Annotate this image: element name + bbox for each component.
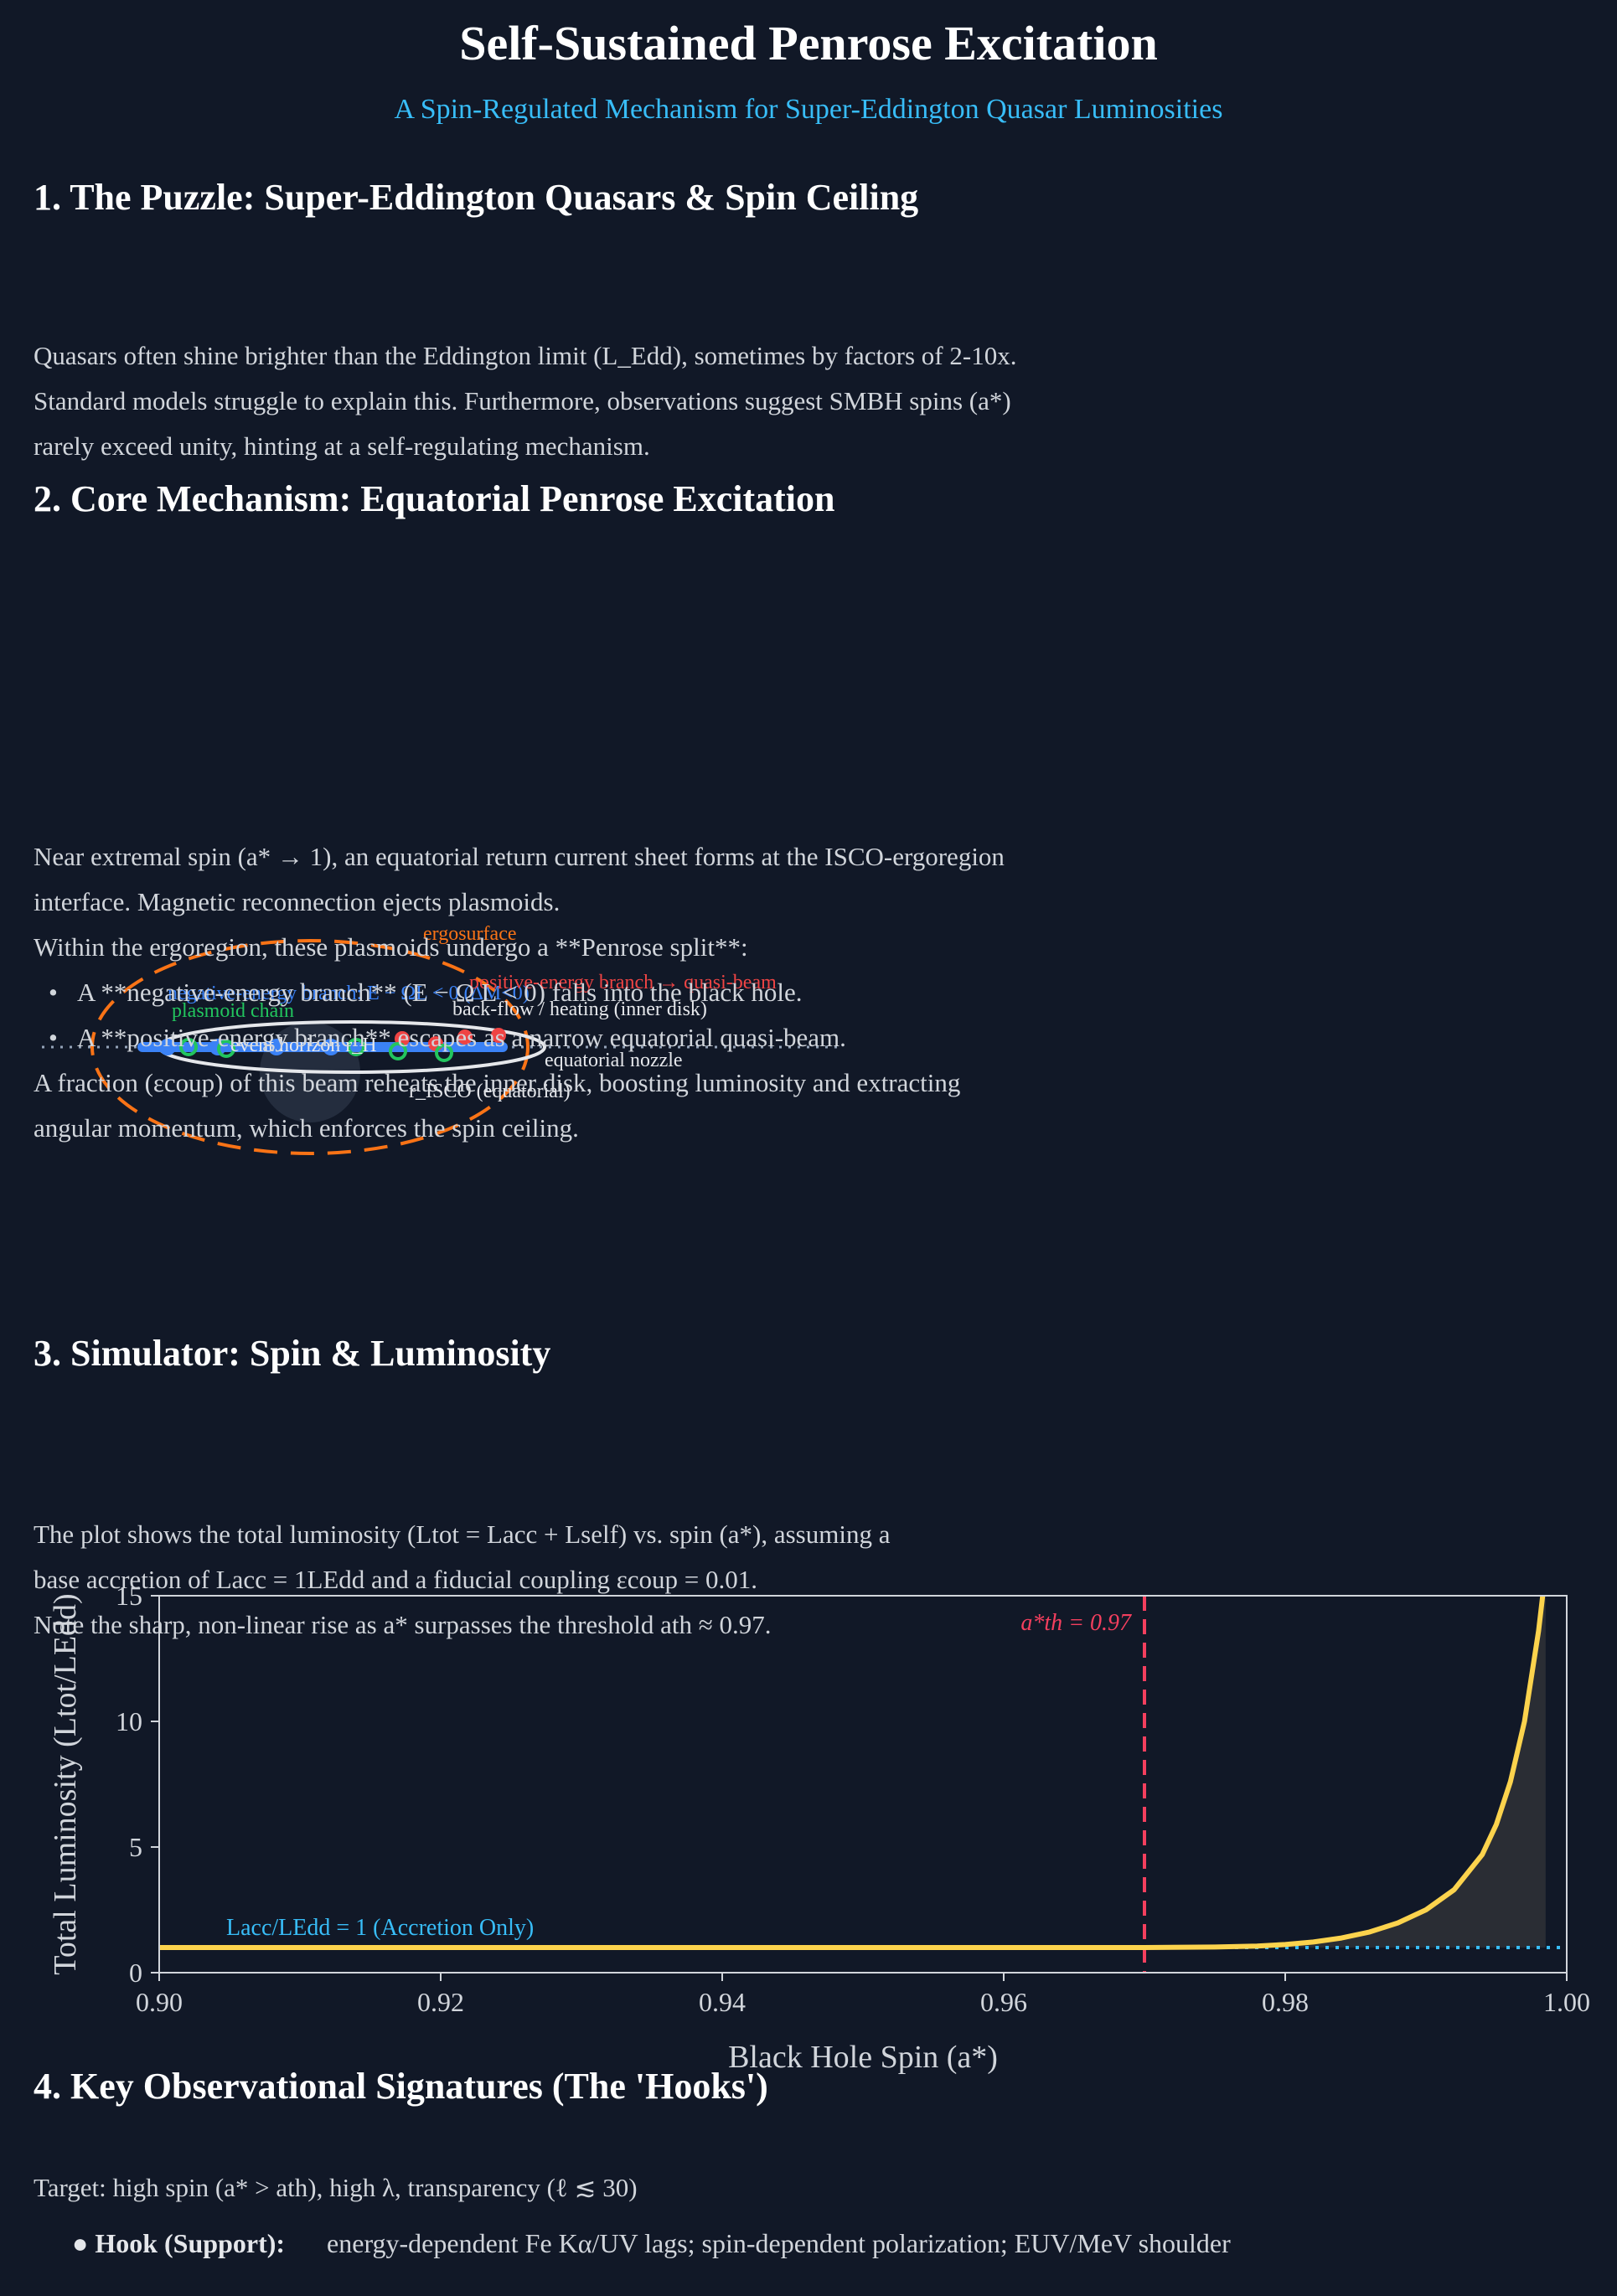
hook-support-text: energy-dependent Fe Kα/UV lags; spin-dep… (327, 2228, 1231, 2258)
section-4-target: Target: high spin (a* > ath), high λ, tr… (34, 2165, 1290, 2211)
section-1-text: Quasars often shine brighter than the Ed… (34, 333, 1290, 469)
section-1-line: rarely exceed unity, hinting at a self-r… (34, 431, 650, 461)
y-tick-label: 0 (129, 1958, 142, 1988)
page-subtitle: A Spin-Regulated Mechanism for Super-Edd… (394, 94, 1223, 125)
penrose-split-list: A **negative-energy branch** (E − Ω L < … (34, 970, 1290, 1060)
page-title: Self-Sustained Penrose Excitation (459, 16, 1158, 70)
plot-frame (158, 1595, 1568, 1974)
section-2-line: interface. Magnetic reconnection ejects … (34, 887, 561, 916)
ergosurface-label: ergosurface (423, 923, 517, 945)
y-tick-label: 15 (116, 1581, 142, 1611)
target-line: Target: high spin (a* > ath), high λ, tr… (34, 2173, 638, 2202)
list-item: A **negative-energy branch** (E − Ω L < … (77, 970, 1290, 1015)
y-axis-label: Total Luminosity (Ltot/LEdd) (48, 1593, 83, 1974)
section-4-heading: 4. Key Observational Signatures (The 'Ho… (34, 2066, 768, 2107)
section-2-line: A fraction (εcoup) of this beam reheats … (34, 1068, 961, 1097)
section-3-heading: 3. Simulator: Spin & Luminosity (34, 1333, 551, 1374)
y-tick-label: 10 (116, 1706, 142, 1736)
hook-support-label-text: Hook (Support): (95, 2228, 286, 2258)
section-3-line: The plot shows the total luminosity (Lto… (34, 1519, 891, 1549)
section-2-line: angular momentum, which enforces the spi… (34, 1113, 579, 1143)
y-tick-label: 5 (129, 1832, 142, 1862)
x-tick-label: 1.00 (1543, 1987, 1590, 2017)
section-3-text: The plot shows the total luminosity (Lto… (34, 1512, 1123, 1648)
luminosity-series-line (159, 1596, 1546, 1950)
section-1-line: Quasars often shine brighter than the Ed… (34, 341, 1017, 370)
section-2-line: Near extremal spin (a* → 1), an equatori… (34, 842, 1005, 871)
luminosity-chart: 0.90 0.92 0.94 0.96 0.98 1.00 0 5 10 15 Black Hol… (48, 1581, 1590, 2075)
section-2-line: Within the ergoregion, these plasmoids u… (34, 932, 748, 962)
hook-support-label: ● Hook (Support): (72, 2228, 286, 2258)
section-3-line: Note the sharp, non-linear rise as a* su… (34, 1610, 772, 1639)
x-tick-label: 0.92 (417, 1987, 464, 2017)
self-luminosity-fill (1144, 1596, 1546, 1948)
risco-label: r_ISCO (equatorial) (409, 1081, 571, 1102)
section-1-line: Standard models struggle to explain this… (34, 386, 1011, 415)
x-tick-label: 0.96 (980, 1987, 1027, 2017)
list-item: A **positive-energy branch** escapes as … (77, 1015, 1290, 1060)
section-1-heading: 1. The Puzzle: Super-Eddington Quasars &… (34, 177, 919, 218)
section-2-text: Near extremal spin (a* → 1), an equatori… (34, 834, 1290, 1151)
x-tick-label: 0.98 (1262, 1987, 1309, 2017)
baseline-label: Lacc/LEdd = 1 (Accretion Only) (226, 1915, 534, 1941)
plot-area (159, 1596, 1567, 1973)
section-3-line: base accretion of Lacc = 1LEdd and a fid… (34, 1565, 758, 1594)
section-2-heading: 2. Core Mechanism: Equatorial Penrose Ex… (34, 478, 835, 519)
threshold-label: a*th = 0.97 (1020, 1610, 1132, 1636)
x-axis-label: Black Hole Spin (a*) (728, 2040, 998, 2075)
x-tick-label: 0.94 (699, 1987, 746, 2017)
x-tick-label: 0.90 (136, 1987, 183, 2017)
hook-support-row: ● Hook (Support): energy-dependent Fe Kα/… (72, 2228, 1231, 2259)
